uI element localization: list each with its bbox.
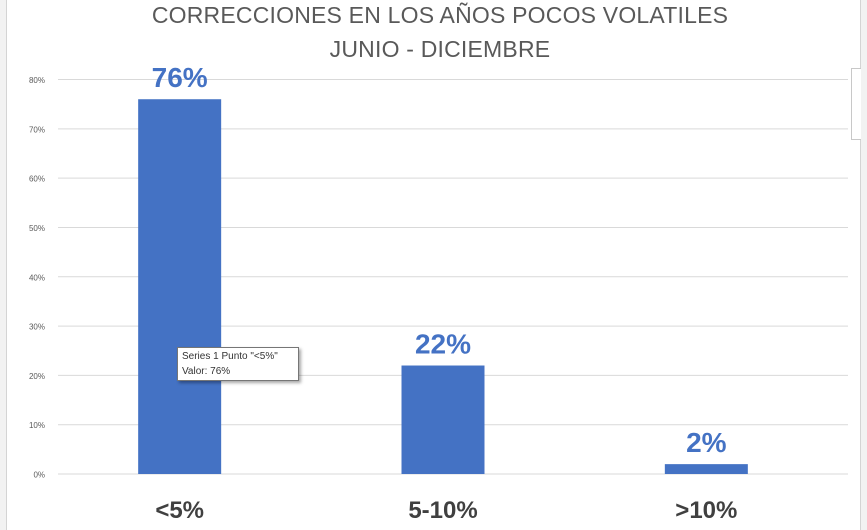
bar[interactable] [401, 365, 485, 474]
data-label: 22% [415, 329, 471, 360]
tooltip-line-series: Series 1 Punto "<5%" [182, 351, 278, 362]
window-left-edge [0, 0, 7, 530]
bar[interactable] [664, 464, 748, 474]
y-tick-label: 70% [29, 125, 45, 134]
x-tick-label: 5-10% [408, 497, 477, 524]
tooltip-line-value: Valor: 76% [182, 366, 231, 377]
data-label: 2% [686, 427, 727, 458]
data-point-tooltip: Series 1 Punto "<5%" Valor: 76% [177, 347, 299, 381]
chart-resize-handle[interactable] [851, 68, 861, 140]
y-tick-label: 20% [29, 372, 45, 381]
x-tick-label: >10% [675, 497, 737, 524]
data-label: 76% [152, 62, 208, 93]
y-tick-label: 40% [29, 273, 45, 282]
bar[interactable] [138, 99, 222, 474]
y-tick-label: 10% [29, 421, 45, 430]
y-tick-label: 50% [29, 224, 45, 233]
y-tick-label: 0% [33, 471, 45, 480]
y-tick-label: 80% [29, 76, 45, 85]
y-tick-label: 30% [29, 323, 45, 332]
y-tick-label: 60% [29, 175, 45, 184]
window-right-edge [860, 0, 867, 530]
x-tick-label: <5% [155, 497, 204, 524]
chart-title: CORRECCIONES EN LOS AÑOS POCOS VOLATILES [151, 2, 729, 28]
chart-subtitle: JUNIO - DICIEMBRE [329, 36, 551, 62]
